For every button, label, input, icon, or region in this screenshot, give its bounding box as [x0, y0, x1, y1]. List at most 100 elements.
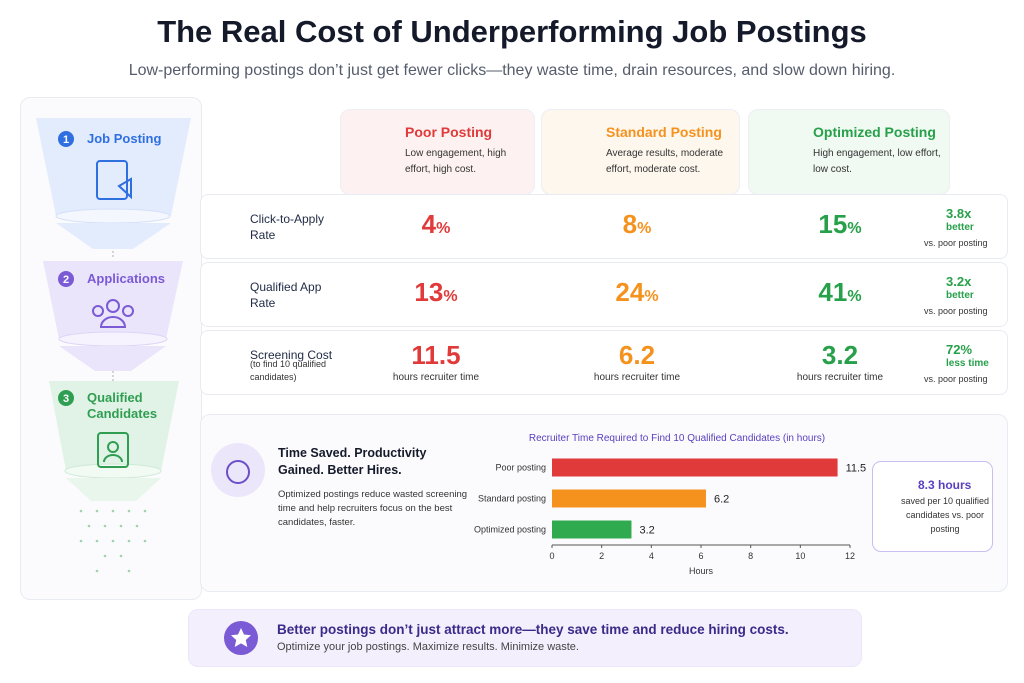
footer-title: Better postings don’t just attract more—… [277, 622, 789, 637]
metric-value: 24% [557, 277, 717, 312]
column-title: Poor Posting [405, 124, 493, 140]
step-label: Applications [87, 271, 166, 286]
category-label: Optimized posting [474, 525, 546, 535]
metric-value: 13% [356, 277, 516, 312]
value: 24 [615, 277, 645, 307]
document-icon [96, 160, 128, 200]
column-description: Low engagement, high effort, high cost. [405, 148, 507, 175]
category-label: Poor posting [495, 463, 546, 473]
metric-label: Qualified App Rate [250, 280, 322, 310]
value-label: 11.5 [846, 463, 867, 475]
unit: % [847, 288, 862, 305]
unit: % [847, 220, 862, 237]
value: 13 [414, 277, 444, 307]
bar [552, 458, 838, 477]
value-label: 3.2 [639, 525, 654, 537]
x-tick-label: 8 [748, 551, 753, 561]
value-label: 6.2 [714, 494, 729, 506]
summary-title: Time Saved. Productivity Gained. Better … [278, 446, 427, 477]
unit: % [443, 288, 458, 305]
step-label: Job Posting [87, 131, 162, 146]
comparison-value: 72% [946, 342, 973, 357]
chart-title: Recruiter Time Required to Find 10 Quali… [529, 433, 825, 444]
unit: % [436, 220, 451, 237]
unit: hours recruiter time [796, 372, 884, 383]
comparison-text: better [946, 222, 974, 233]
value: 11.5 [411, 340, 461, 370]
comparison-footer: vs. poor posting [924, 238, 988, 248]
value: 3.2 [821, 340, 859, 370]
funnel-neck [66, 478, 161, 501]
dots [79, 509, 147, 573]
summary-text: Optimized postings reduce wasted screeni… [278, 489, 468, 528]
metric-row [200, 330, 1008, 395]
metric-value: 6.2 [557, 340, 717, 370]
step-label: Qualified Candidates [87, 390, 158, 421]
footer-banner [188, 609, 862, 667]
x-tick-label: 10 [795, 551, 805, 561]
funnel-neck [56, 223, 171, 249]
x-tick-label: 0 [549, 551, 554, 561]
step-number: 3 [63, 393, 69, 405]
title: The Real Cost of Underperforming Job Pos… [157, 14, 867, 49]
funnel-panel [20, 97, 202, 600]
summary-icon [211, 443, 265, 497]
metric-value: 11.5 [356, 340, 516, 370]
comparison-text: less time [946, 358, 989, 369]
metric-note: (to find 10 qualified candidates) [250, 359, 327, 382]
x-tick-label: 12 [845, 551, 855, 561]
metric-label: Screening Cost [250, 348, 333, 362]
x-tick-label: 2 [599, 551, 604, 561]
step-badge [58, 131, 74, 147]
comparison-value: 3.8x [946, 206, 972, 221]
x-axis-label: Hours [689, 566, 714, 576]
megaphone-icon [117, 177, 132, 200]
people-icon [92, 299, 134, 328]
metric-value: 15% [760, 209, 920, 244]
funnel-neck [59, 346, 166, 371]
unit: hours recruiter time [593, 372, 681, 383]
funnel-step [49, 381, 179, 471]
metric-value: 41% [760, 277, 920, 312]
bar [552, 520, 632, 539]
metric-row [200, 194, 1008, 259]
comparison-footer: vs. poor posting [924, 306, 988, 316]
step-badge [58, 271, 74, 287]
x-tick-label: 6 [698, 551, 703, 561]
metric-value: 8% [557, 209, 717, 244]
unit: % [644, 288, 659, 305]
column-title: Standard Posting [606, 124, 722, 140]
value: 6.2 [618, 340, 656, 370]
step-number: 1 [63, 134, 69, 146]
callout-text: saved per 10 qualified candidates vs. po… [900, 496, 990, 534]
metric-value: 4% [356, 209, 516, 244]
step-badge [58, 390, 74, 406]
column-description: Average results, moderate effort, modera… [606, 148, 724, 175]
comparison-value: 3.2x [946, 274, 972, 289]
value: 8 [622, 209, 638, 239]
badge-icon [97, 432, 129, 468]
column-description: High engagement, low effort, low cost. [813, 148, 941, 175]
star [231, 628, 251, 647]
unit: % [637, 220, 652, 237]
comparison-footer: vs. poor posting [924, 374, 988, 384]
value: 15 [818, 209, 848, 239]
unit: hours recruiter time [392, 372, 480, 383]
value: 4 [421, 209, 437, 239]
column-header [748, 109, 950, 195]
footer-text: Optimize your job postings. Maximize res… [277, 641, 579, 653]
bar [552, 489, 706, 508]
funnel-shapes [36, 118, 191, 573]
metric-label: Click-to-Apply Rate [250, 212, 325, 242]
comparison-text: better [946, 290, 974, 301]
subtitle: Low-performing postings don’t just get f… [128, 62, 896, 79]
metric-row [200, 262, 1008, 327]
callout [872, 461, 993, 552]
x-tick-label: 4 [649, 551, 654, 561]
metric-value: 3.2 [760, 340, 920, 370]
step-number: 2 [63, 274, 69, 286]
funnel-step [36, 118, 191, 216]
callout-value: 8.3 hours [918, 478, 972, 492]
